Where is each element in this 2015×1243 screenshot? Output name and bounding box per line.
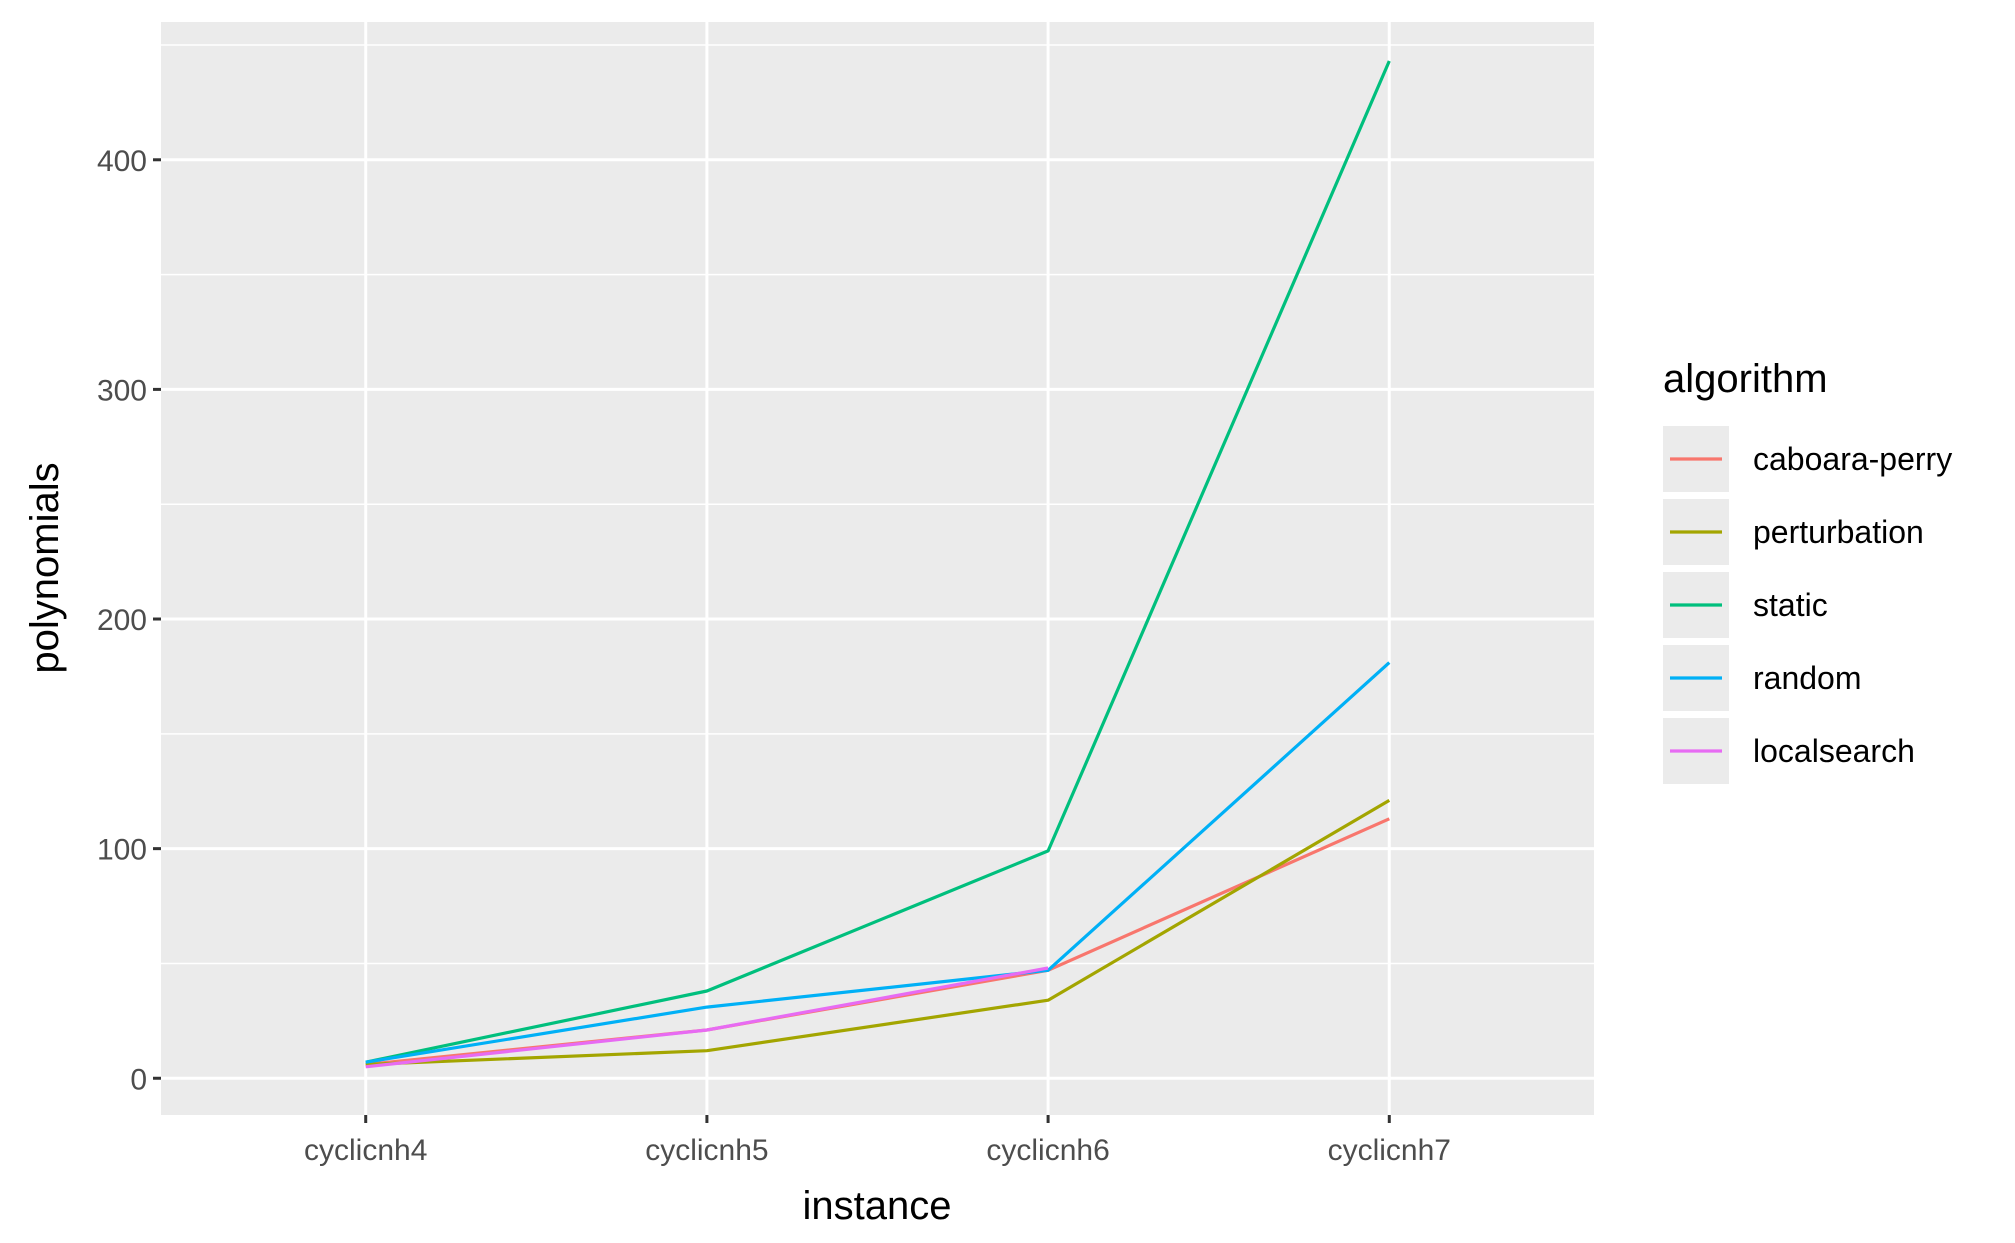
x-tick-label: cyclicnh7: [1328, 1134, 1451, 1167]
minor-gridlines: [161, 44, 1594, 965]
legend-title: algorithm: [1663, 357, 1828, 401]
y-tick-label: 200: [97, 604, 147, 637]
x-tick-label: cyclicnh6: [986, 1134, 1109, 1167]
x-axis-title: instance: [803, 1184, 952, 1228]
y-tick-label: 0: [130, 1063, 147, 1096]
legend-label: localsearch: [1753, 733, 1915, 769]
series-lines: [365, 60, 1391, 1069]
major-gridlines: [161, 22, 1594, 1115]
y-tick-label: 300: [97, 374, 147, 407]
series-line-random: [365, 661, 1391, 1064]
y-tick-label: 100: [97, 834, 147, 867]
series-line-static: [365, 60, 1391, 1064]
series-line-perturbation: [365, 799, 1391, 1067]
series-line-localsearch: [365, 966, 1049, 1069]
y-axis-title: polynomials: [23, 462, 67, 673]
x-tick-label: cyclicnh5: [645, 1134, 768, 1167]
plot-panel: [161, 22, 1594, 1115]
legend: algorithm caboara-perry perturbation stati…: [1663, 357, 1952, 784]
x-axis: cyclicnh4 cyclicnh5 cyclicnh6 cyclicnh7: [304, 1115, 1451, 1167]
legend-label: random: [1753, 660, 1862, 696]
legend-label: perturbation: [1753, 514, 1924, 550]
y-tick-label: 400: [97, 145, 147, 178]
legend-label: static: [1753, 587, 1828, 623]
x-tick-label: cyclicnh4: [304, 1134, 427, 1167]
legend-label: caboara-perry: [1753, 441, 1952, 477]
y-axis: 0 100 200 300 400: [97, 145, 161, 1096]
